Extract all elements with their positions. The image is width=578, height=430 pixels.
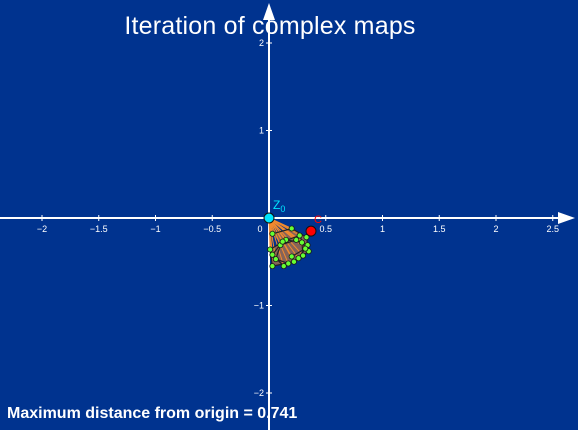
y-tick-label: 1 [259,126,264,136]
orbit-point [298,239,305,246]
max-distance-readout: Maximum distance from origin = 0.741 [7,405,297,423]
orbit-point [300,252,307,259]
orbit-point [296,232,303,239]
orbit-point [293,236,300,243]
y-tick-label: −1 [254,301,264,311]
z0-label: Z0 [273,198,285,214]
max-distance-value: 0.741 [257,405,298,422]
orbit-point [279,238,286,245]
orbit-path [267,217,312,270]
orbit-point [269,251,276,258]
orbit-point [302,245,309,252]
max-distance-label: Maximum distance from origin = [7,405,258,422]
axes: −2 −1.5 −1 −0.5 0 0.5 1 1.5 2 2.5 2 1 −1 −2 [0,3,575,430]
orbit-point [285,260,292,267]
x-tick-label: −1 [150,224,160,234]
orbit-point [272,256,279,263]
x-tick-label: −0.5 [203,224,221,234]
orbit-point [303,234,310,241]
y-tick-label: 2 [259,38,264,48]
orbit-point [267,246,274,253]
x-tick-label: 0 [257,224,262,234]
c-label: C [314,214,322,226]
x-tick-label: 1 [380,224,385,234]
orbit-point [290,258,297,265]
page-title: Iteration of complex maps [124,12,416,40]
x-tick-label: −2 [37,224,47,234]
z0-marker [263,212,275,224]
orbit-point [288,225,295,232]
y-tick-label: −2 [254,388,264,398]
z0-point[interactable]: Z0 [263,198,285,224]
orbit-point [280,263,287,270]
x-tick-label: 2 [493,224,498,234]
x-axis-arrow [558,212,575,224]
y-axis-arrow [263,3,275,20]
x-tick-label: 2.5 [546,224,559,234]
orbit-point [269,230,276,237]
c-point[interactable]: C [305,214,322,237]
orbit-point [295,255,302,262]
orbit-point [269,263,276,270]
x-tick-label: 1.5 [433,224,446,234]
x-tick-label: −1.5 [90,224,108,234]
orbit-point [288,253,295,260]
c-marker [305,225,317,237]
x-tick-label: 0.5 [319,224,332,234]
points[interactable]: Z0 C [263,198,322,237]
